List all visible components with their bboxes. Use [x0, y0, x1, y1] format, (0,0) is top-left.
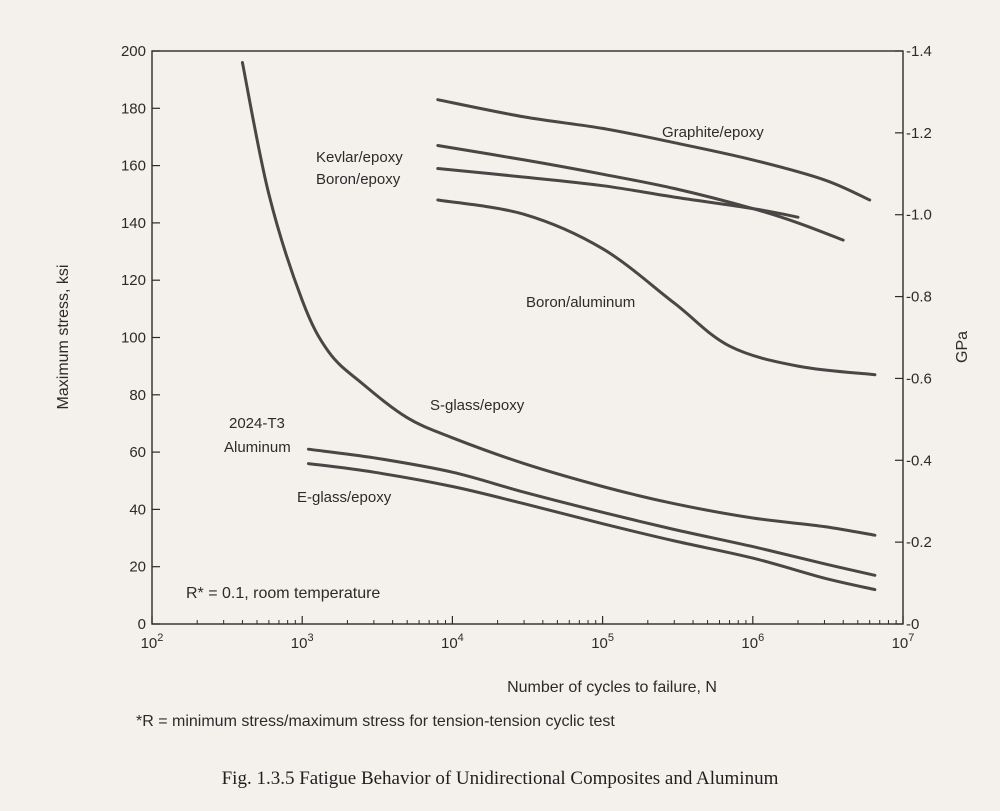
y-tick-label: 20: [129, 559, 146, 576]
series-label-e-glass-epoxy: E-glass/epoxy: [297, 489, 392, 506]
y2-tick-label: -0.6: [906, 370, 932, 387]
y-tick-label: 140: [121, 215, 146, 232]
y-tick-label: 60: [129, 444, 146, 461]
series-lines: [240, 61, 877, 592]
series-line-2024-t3-aluminum: [306, 447, 877, 577]
series-label-boron-aluminum: Boron/aluminum: [526, 294, 635, 311]
series-label-boron-epoxy: Boron/epoxy: [316, 171, 401, 188]
y2-tick-label: -0.2: [906, 534, 932, 551]
x-axis-ticks: 102 103 104 105 106 107: [141, 616, 915, 652]
series-line-e-glass-epoxy: [306, 462, 877, 592]
x-tick-label: 103: [291, 632, 314, 652]
series-labels: Graphite/epoxy Kevlar/epoxy Boron/epoxy Bor…: [224, 124, 764, 506]
x-axis-label: Number of cycles to failure, N: [507, 679, 717, 696]
figure-caption: Fig. 1.3.5 Fatigue Behavior of Unidirect…: [221, 768, 779, 789]
y-axis-ticks: 0 20 40 60 80 100 120 140 160 180 200: [121, 43, 160, 633]
y-tick-label: 120: [121, 272, 146, 289]
x-tick-label: 104: [441, 632, 464, 652]
series-label-aluminum: Aluminum: [224, 439, 291, 456]
plot-border: [151, 50, 904, 625]
x-tick-label: 107: [892, 632, 915, 652]
x-tick-label: 105: [591, 632, 614, 652]
y-tick-label: 100: [121, 330, 146, 347]
series-line-kevlar-epoxy: [436, 144, 845, 242]
series-line-boron-epoxy: [436, 167, 800, 219]
y2-tick-label: -0.8: [906, 289, 932, 306]
y-axis-label: Maximum stress, ksi: [55, 265, 72, 410]
y2-tick-label: -0: [906, 616, 919, 633]
series-label-kevlar-epoxy: Kevlar/epoxy: [316, 149, 403, 166]
series-label-s-glass-epoxy: S-glass/epoxy: [430, 397, 525, 414]
x-tick-label: 102: [141, 632, 164, 652]
y-tick-label: 160: [121, 158, 146, 175]
y-tick-label: 0: [138, 616, 146, 633]
r-ratio-annotation: R* = 0.1, room temperature: [186, 585, 380, 602]
y2-tick-label: -0.4: [906, 452, 932, 469]
y-tick-label: 180: [121, 100, 146, 117]
series-label-2024-t3: 2024-T3: [229, 415, 285, 432]
series-line-graphite-epoxy: [436, 98, 872, 202]
r-definition-footnote: *R = minimum stress/maximum stress for t…: [136, 713, 615, 730]
y-tick-label: 40: [129, 501, 146, 518]
y2-axis-ticks: -0 -0.2 -0.4 -0.6 -0.8 -1.0 -1.2 -1.4: [895, 43, 932, 633]
y2-tick-label: -1.2: [906, 125, 932, 142]
y-tick-label: 200: [121, 43, 146, 60]
x-tick-label: 106: [741, 632, 764, 652]
y2-axis-label: GPa: [954, 331, 971, 363]
series-line-s-glass-epoxy: [240, 61, 877, 537]
y-tick-label: 80: [129, 387, 146, 404]
y2-tick-label: -1.0: [906, 207, 932, 224]
series-line-boron-aluminum: [436, 198, 877, 377]
y2-tick-label: -1.4: [906, 43, 932, 60]
plot-frame: [151, 50, 904, 625]
series-label-graphite-epoxy: Graphite/epoxy: [662, 124, 764, 141]
